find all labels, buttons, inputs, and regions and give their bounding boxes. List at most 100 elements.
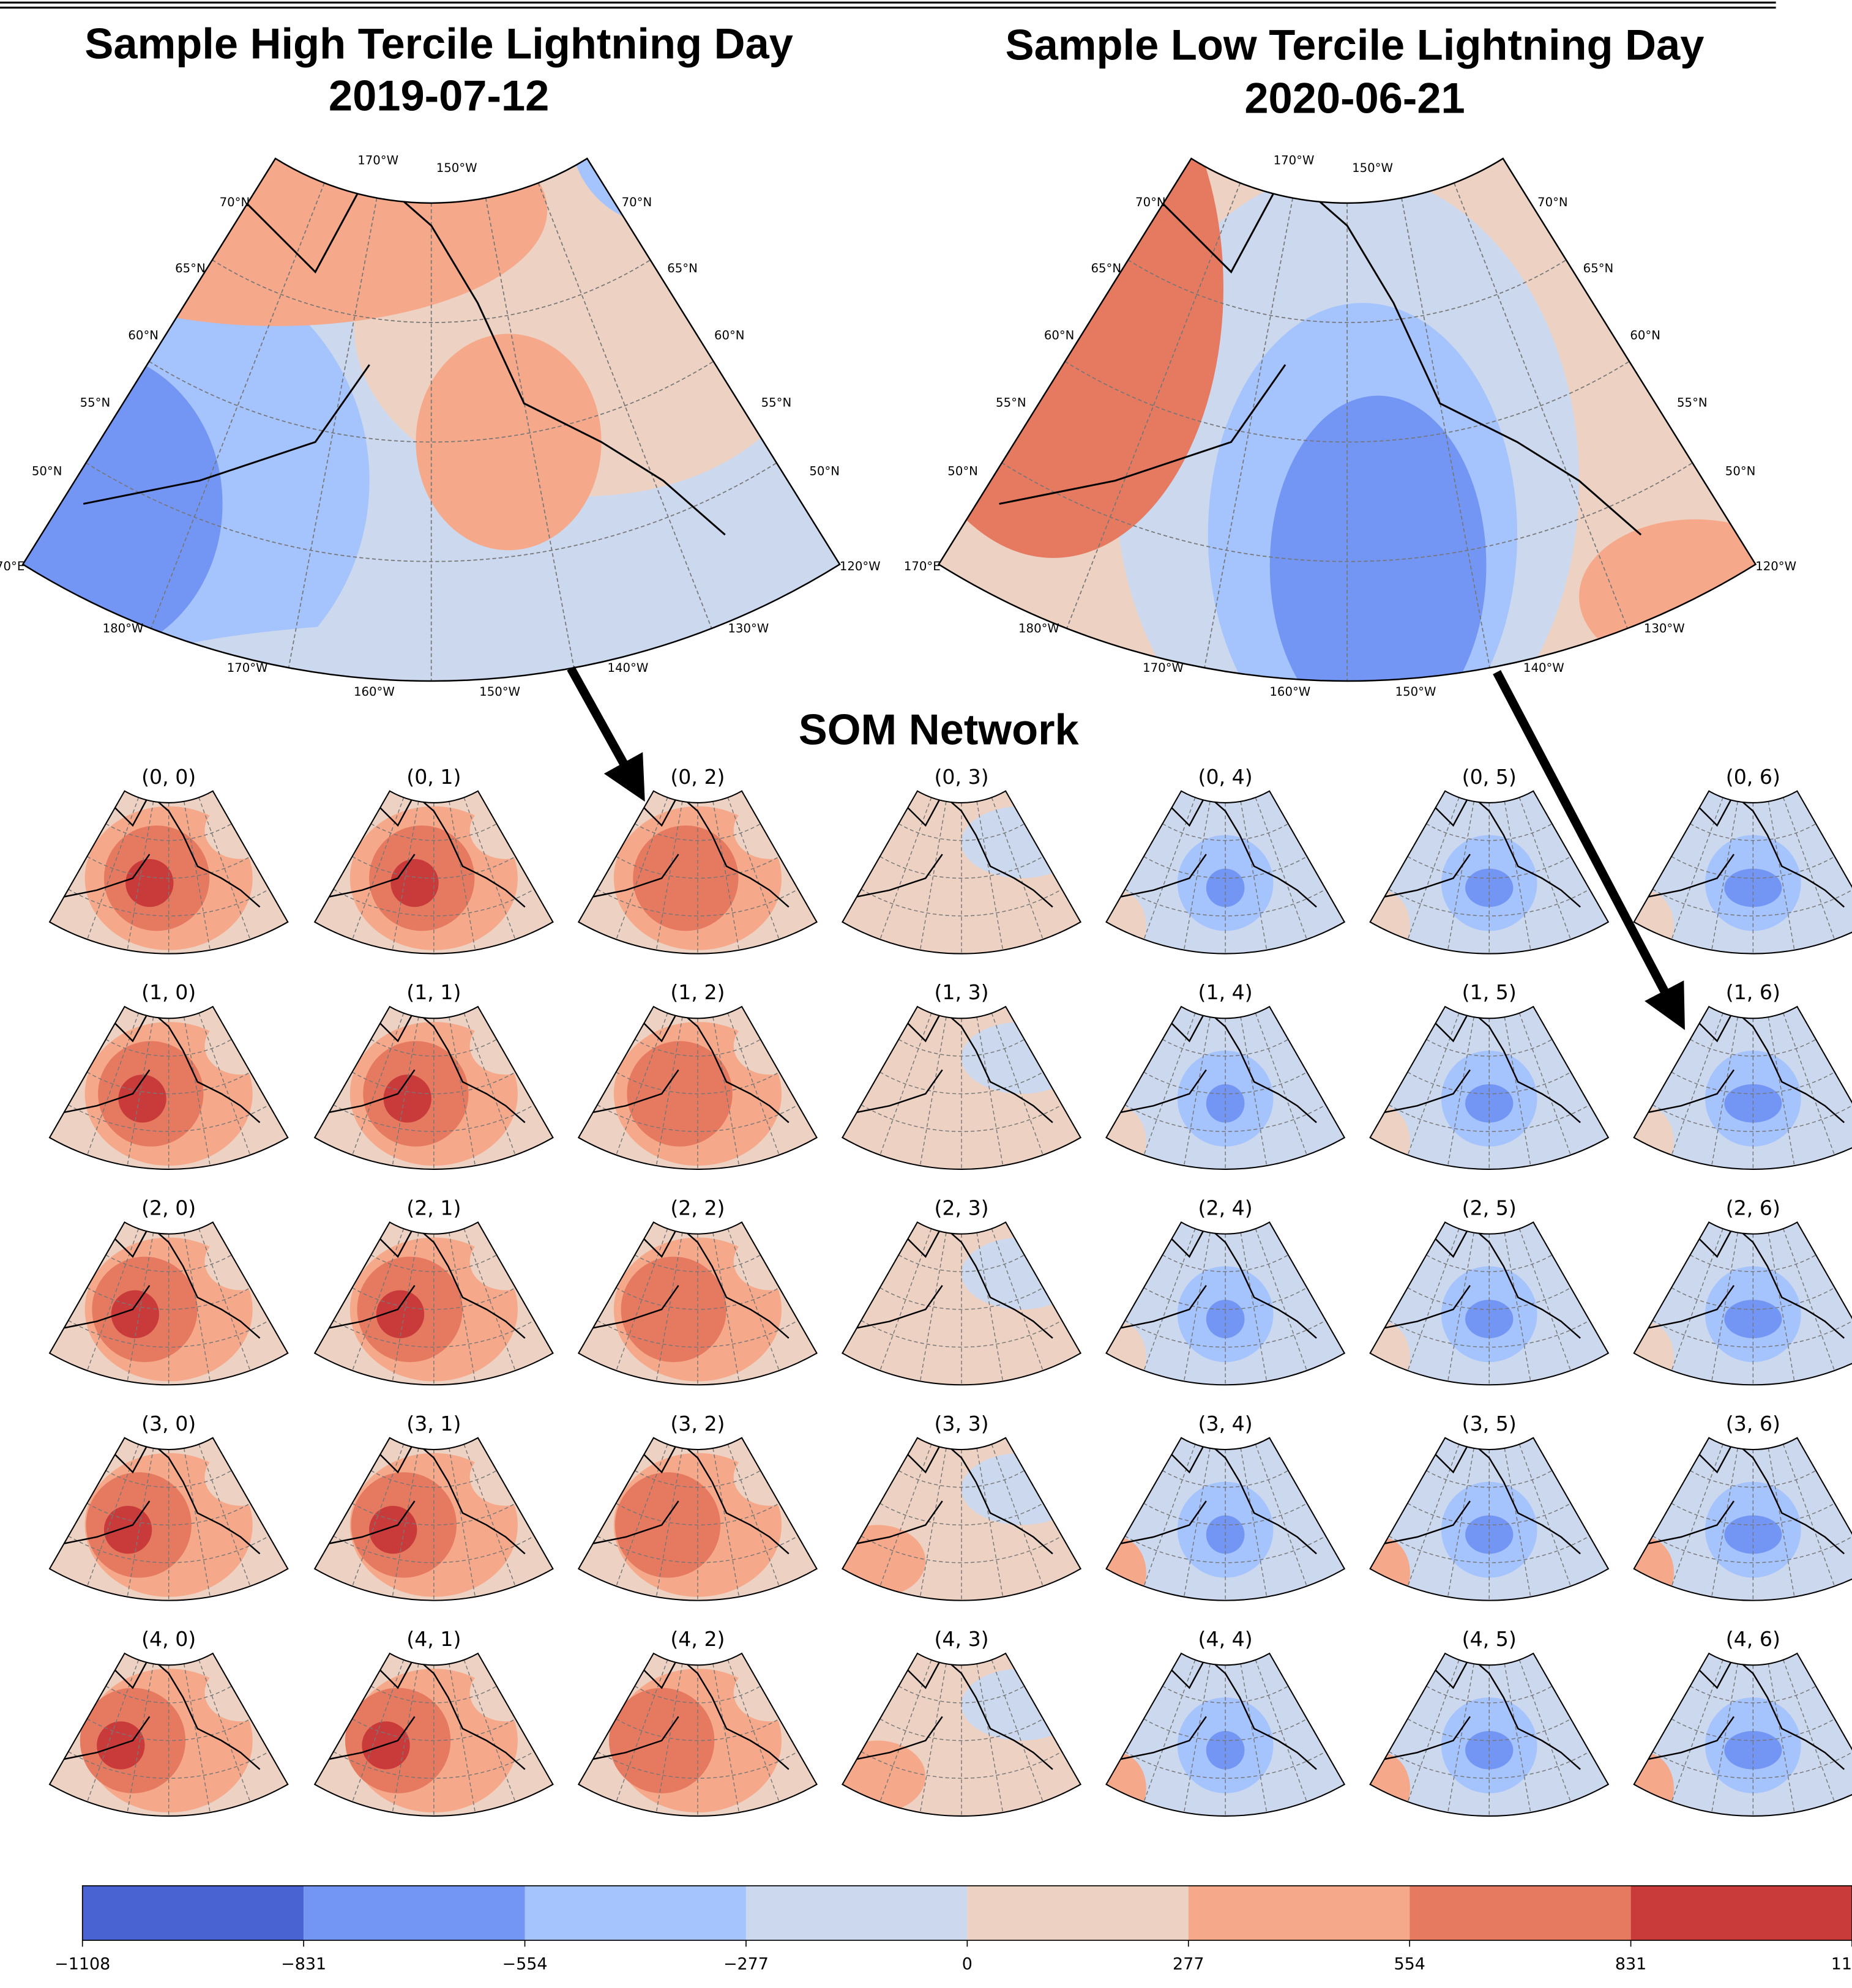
gridline-label: 65°N (1091, 261, 1122, 275)
contour-region (734, 1664, 806, 1721)
map (1089, 1653, 1345, 1825)
map (1353, 1007, 1608, 1178)
contour-region (6, 94, 547, 326)
som-node-label: (1, 0) (141, 980, 196, 1004)
contour-region (1089, 1537, 1146, 1609)
map (578, 1007, 816, 1169)
som-node-label: (3, 1) (406, 1412, 461, 1435)
contour-region (104, 1506, 152, 1554)
contour-region (1353, 1752, 1410, 1825)
som-node-label: (0, 3) (934, 765, 988, 789)
tick-label: −554 (502, 1955, 548, 1974)
gridline-label: 50°N (947, 464, 978, 478)
map (830, 1007, 1081, 1169)
contour-region (416, 334, 601, 551)
som-node-label: (1, 4) (1198, 980, 1253, 1004)
gridline-label: 150°W (1352, 161, 1393, 175)
som-node-label: (2, 5) (1462, 1196, 1517, 1220)
panel-title: Sample High Tercile Lightning Day (84, 19, 793, 67)
map (1616, 1007, 1852, 1178)
gridline-label: 140°W (608, 661, 649, 675)
som-node-label: (0, 5) (1462, 765, 1517, 789)
contour-region (830, 1309, 926, 1382)
gridline-label: 55°N (761, 396, 792, 410)
gridline-label: 130°W (1644, 622, 1685, 636)
map (1616, 1653, 1852, 1825)
som-node-label: (2, 4) (1198, 1196, 1253, 1220)
contour-region (1353, 1106, 1410, 1178)
contour-region (640, 71, 733, 164)
contour-region (734, 1017, 806, 1074)
map (1616, 1438, 1852, 1609)
contour-region (1616, 1322, 1674, 1394)
gridline-label: 50°N (809, 464, 840, 478)
gridline-label: 160°W (354, 685, 395, 699)
contour-region (369, 1506, 417, 1554)
gridline-label: 65°N (175, 261, 206, 275)
contour-region (1353, 1537, 1410, 1609)
som-node-label: (3, 2) (670, 1412, 725, 1435)
tick-label: 554 (1394, 1955, 1425, 1974)
gridline-label: 170°W (357, 154, 398, 168)
contour-region (654, 859, 702, 907)
contour-region (570, 40, 756, 226)
map (50, 1222, 288, 1385)
som-node-label: (1, 3) (934, 980, 988, 1004)
som-node-label: (4, 6) (1726, 1627, 1780, 1651)
contour-region (204, 1233, 277, 1290)
contour-region (883, 17, 1223, 558)
contour-region (1089, 1752, 1146, 1825)
gridline-label: 55°N (1677, 396, 1708, 410)
contour-region (470, 1664, 542, 1721)
gridline-label: 150°W (479, 685, 520, 699)
som-title: SOM Network (799, 705, 1080, 754)
contour-region (1089, 1322, 1146, 1394)
map (578, 1438, 816, 1601)
contour-region (1616, 1106, 1674, 1178)
map (1089, 791, 1345, 962)
tick-label: 831 (1615, 1955, 1646, 1974)
gridline-label: 180°W (103, 622, 144, 636)
contour-region (1023, 56, 1178, 241)
gridline-label: 60°N (714, 329, 745, 343)
gridline-label: 150°W (436, 161, 477, 175)
gridline-label: 150°W (1395, 685, 1436, 699)
som-node-label: (0, 4) (1198, 765, 1253, 789)
contour-region (125, 859, 173, 907)
gridline-label: 170°W (227, 661, 268, 675)
som-node-label: (2, 1) (406, 1196, 461, 1220)
map (315, 791, 553, 954)
gridline-label: 60°N (128, 329, 159, 343)
som-node-label: (2, 6) (1726, 1196, 1780, 1220)
map (578, 791, 816, 954)
map (315, 1222, 553, 1385)
map (1616, 1222, 1852, 1393)
som-node-label: (2, 2) (670, 1196, 725, 1220)
som-node-label: (3, 4) (1198, 1412, 1253, 1435)
contour-region (1353, 1322, 1410, 1394)
gridline-label: 130°W (728, 622, 769, 636)
tick-label: −831 (281, 1955, 326, 1974)
colorbar-segment (1189, 1886, 1410, 1940)
map (315, 1653, 553, 1816)
colorbar-segment (525, 1886, 746, 1940)
contour-region (470, 802, 542, 859)
gridline-label: 70°N (220, 195, 250, 209)
gridline-label: 65°N (667, 261, 698, 275)
gridline-label: 70°N (1537, 195, 1568, 209)
contour-region (470, 1448, 542, 1506)
gridline-label: 170°W (1274, 154, 1315, 168)
contour-region (1579, 519, 1811, 674)
map (50, 791, 288, 954)
contour-region (830, 878, 926, 950)
arrow (571, 668, 641, 794)
gridline-label: 60°N (1630, 329, 1660, 343)
som-node-label: (3, 3) (934, 1412, 988, 1435)
tick-label: −1108 (54, 1955, 110, 1974)
panel-date: 2020-06-21 (1244, 73, 1465, 122)
gridline-label: 120°W (1755, 559, 1796, 573)
gridline-label: 65°N (1583, 261, 1614, 275)
contour-region (470, 1017, 542, 1074)
map (315, 1007, 553, 1169)
som-node-label: (4, 4) (1198, 1627, 1253, 1651)
